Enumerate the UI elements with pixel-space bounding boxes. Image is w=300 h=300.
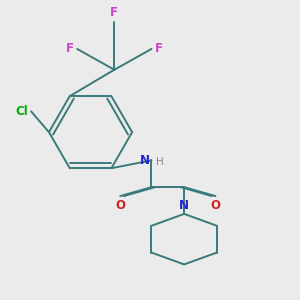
Text: F: F — [154, 42, 163, 56]
Text: N: N — [140, 154, 150, 167]
Text: F: F — [66, 42, 74, 56]
Text: O: O — [210, 199, 220, 212]
Text: N: N — [179, 200, 189, 212]
Text: Cl: Cl — [15, 105, 28, 118]
Text: H: H — [156, 157, 164, 167]
Text: O: O — [115, 199, 125, 212]
Text: F: F — [110, 6, 118, 19]
